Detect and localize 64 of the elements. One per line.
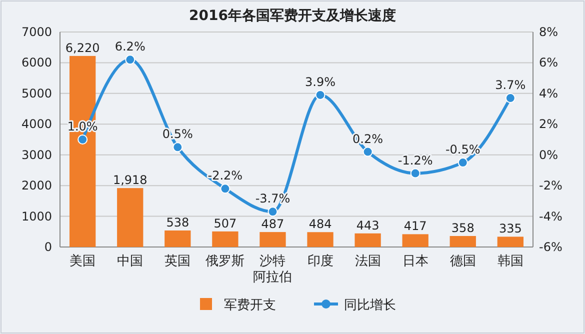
y2-tick-label: 4% [539,86,558,100]
y-tick-label: 4000 [21,117,52,132]
x-tick-label: 法国 [354,254,381,269]
data-label: 417 [404,219,427,234]
y-tick-label: 0 [44,240,52,254]
bar [117,188,144,247]
data-label: 484 [308,217,332,232]
y2-tick-label: 6% [539,56,558,70]
data-label: 507 [214,216,237,230]
bar [164,230,191,247]
y2-tick-label: -4% [539,209,562,224]
y-tick-label: 3000 [21,148,52,162]
point [220,184,230,194]
data-label: 335 [498,222,522,236]
point [172,142,183,152]
bar [70,56,96,247]
point [125,54,136,65]
point [458,158,468,168]
x-tick-label: 俄罗斯 [206,254,245,269]
data-label: 6.2% [114,40,146,54]
point [362,146,373,157]
data-label: 538 [166,215,190,230]
data-label: 1,918 [112,173,148,188]
bar [260,232,286,247]
y-tick-label: 7000 [21,25,52,39]
data-label: 3.7% [495,78,526,92]
data-label: 3.9% [305,74,336,89]
bar [497,236,524,247]
y2-tick-label: 8% [539,25,558,39]
bar [402,234,428,247]
bar [307,232,334,247]
y2-tick-label: -2% [539,178,562,193]
x-tick-label: 中国 [117,254,144,269]
point [505,93,516,104]
bar [354,233,381,247]
y-tick-label: 5000 [21,86,52,100]
bar [450,236,476,247]
data-label: 6,220 [65,40,100,55]
legend-label: 军费开支 [224,298,276,313]
x-tick-label: 沙特阿拉伯 [253,254,292,285]
chart-title: 2016年各国军费开支及增长速度 [189,7,396,24]
x-tick-label: 日本 [402,254,428,269]
x-tick-label: 美国 [70,253,96,269]
bar [212,231,238,247]
data-label: 358 [451,221,474,236]
x-tick-label: 英国 [164,254,191,269]
y-tick-label: 1000 [21,209,52,224]
data-label: 443 [356,218,380,232]
x-tick-label: 德国 [450,254,476,269]
point [410,168,420,178]
y-tick-label: 2000 [21,178,52,193]
x-tick-label: 印度 [307,253,334,269]
point [268,206,278,217]
point [78,134,88,144]
legend-label: 同比增长 [344,298,396,313]
y2-tick-label: 2% [539,117,558,132]
data-label: -2.2% [208,168,243,183]
y-tick-label: 6000 [21,56,52,70]
data-label: -1.2% [398,153,433,168]
y2-tick-label: 0% [539,148,558,162]
data-label: 487 [261,217,284,232]
point [315,90,326,100]
y2-tick-label: -6% [539,240,562,254]
x-tick-label: 韩国 [497,254,524,269]
